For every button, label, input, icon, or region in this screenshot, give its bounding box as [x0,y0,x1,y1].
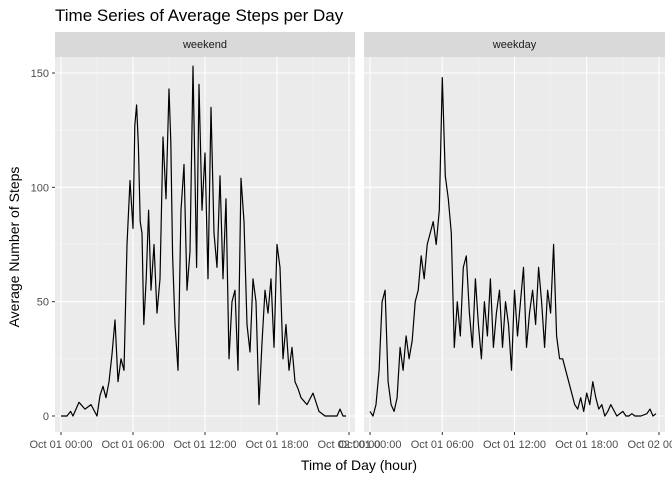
y-axis-title: Average Number of Steps [6,167,22,328]
x-tick-label: Oct 02 00:00 [627,439,672,451]
y-axis: 0 50 100 150 [31,68,55,423]
strip-label-weekend: weekend [182,39,227,51]
strip-background [55,32,355,57]
facet-panel-weekend: weekend Oct 01 00:00 Oct 01 06:00 Oct 01 12… [30,32,381,451]
y-tick-label: 100 [31,182,49,194]
x-tick-label: Oct 01 12:00 [174,439,237,451]
x-axis-title: Time of Day (hour) [301,457,417,473]
x-tick-label: Oct 01 00:00 [30,439,93,451]
x-tick-label: Oct 02 00:00 [318,439,381,451]
series-line-weekend [61,65,346,417]
x-tick-label: Oct 01 18:00 [246,439,309,451]
x-tick-label: Oct 01 00:00 [339,439,402,451]
x-tick-label: Oct 01 12:00 [483,439,546,451]
facet-panel-weekday: weekday Oct 01 00:00 Oct 01 06:00 Oct 01 12… [339,32,672,451]
x-tick-label: Oct 01 06:00 [102,439,165,451]
facet-panels: weekend Oct 01 00:00 Oct 01 06:00 Oct 01 12… [30,32,672,451]
x-tick-label: Oct 01 18:00 [555,439,618,451]
series-line-weekday [369,77,657,417]
y-tick-label: 150 [31,68,49,80]
y-tick-label: 50 [37,297,49,309]
chart-title: Time Series of Average Steps per Day [55,6,344,25]
strip-background [364,32,665,57]
x-tick-label: Oct 01 06:00 [411,439,474,451]
strip-label-weekday: weekday [492,39,537,51]
y-tick-label: 0 [43,411,49,423]
